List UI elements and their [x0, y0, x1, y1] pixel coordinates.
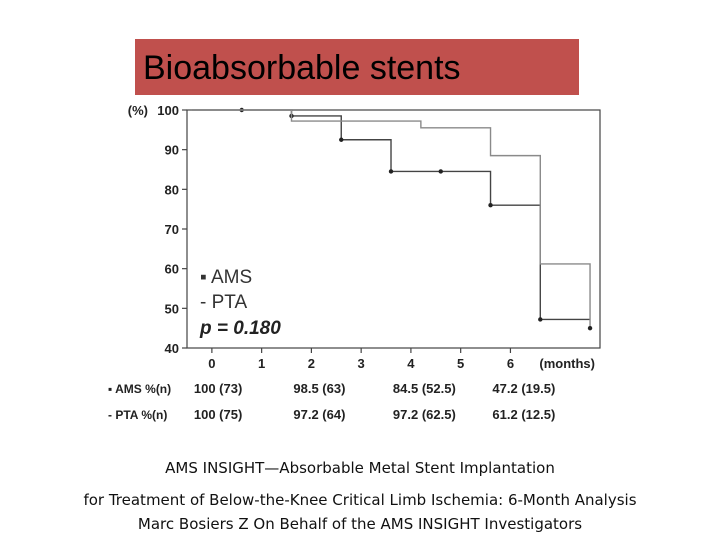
legend-entry-pta: - PTA	[200, 292, 247, 313]
caption-line-2: for Treatment of Below-the-Knee Critical…	[83, 491, 637, 509]
x-tick-label: 5	[457, 356, 464, 371]
series-line-ams	[191, 109, 591, 321]
table-cell: 47.2 (19.5)	[492, 381, 555, 396]
series-line-pta	[191, 109, 591, 329]
legend-p-value: p = 0.180	[199, 318, 281, 339]
y-tick-label: 80	[165, 182, 179, 197]
title-bar: Bioabsorbable stents	[135, 39, 579, 95]
y-tick-label: 90	[165, 143, 179, 158]
table-cell: 61.2 (12.5)	[492, 407, 555, 422]
y-axis-label: (%)	[128, 103, 148, 118]
caption-line-1: AMS INSIGHT—Absorbable Metal Stent Impla…	[165, 459, 555, 477]
y-tick-label: 60	[165, 262, 179, 277]
x-tick-label: 1	[258, 356, 265, 371]
legend-entry-ams: ▪ AMS	[200, 267, 252, 288]
table-cell: 100 (73)	[194, 381, 242, 396]
caption-line-3: Marc Bosiers Z On Behalf of the AMS INSI…	[137, 515, 583, 533]
series-marker-ams	[388, 169, 394, 174]
chart-series	[191, 107, 593, 331]
table-cell: 98.5 (63)	[293, 381, 345, 396]
series-marker-ams	[339, 137, 344, 142]
series-marker-ams	[538, 317, 543, 322]
x-tick-label: 3	[358, 356, 365, 371]
x-tick-label: 6	[507, 356, 514, 371]
chart-table: ▪ AMS %(n) 100 (73) 98.5 (63) 84.5 (52.5) 47…	[108, 381, 555, 422]
plot-frame	[186, 109, 601, 349]
y-tick-label: 40	[165, 341, 179, 356]
table-cell: 97.2 (62.5)	[393, 407, 456, 422]
series-marker-ams	[438, 169, 443, 174]
x-tick-label: 0	[208, 356, 215, 371]
table-cell: 97.2 (64)	[293, 407, 345, 422]
y-tick-label: 50	[165, 301, 179, 316]
y-tick-label: 100	[157, 103, 179, 118]
x-tick-label: 2	[308, 356, 315, 371]
table-row-label: ▪ AMS %(n)	[108, 382, 171, 396]
table-row-label: - PTA %(n)	[108, 408, 167, 422]
series-marker-ams	[488, 203, 493, 208]
slide-title: Bioabsorbable stents	[143, 49, 461, 87]
chart-legend: ▪ AMS - PTA p = 0.180	[199, 267, 281, 339]
y-tick-label: 70	[165, 222, 179, 237]
x-tick-label: 4	[407, 356, 415, 371]
table-cell: 100 (75)	[194, 407, 242, 422]
table-cell: 84.5 (52.5)	[393, 381, 456, 396]
chart-axes: 40 50 60 70 80 90 100 (%) 0 1 2 3 4 5 6 (months)	[128, 103, 601, 371]
x-axis-label: (months)	[539, 356, 595, 371]
series-marker-pta	[587, 325, 593, 331]
